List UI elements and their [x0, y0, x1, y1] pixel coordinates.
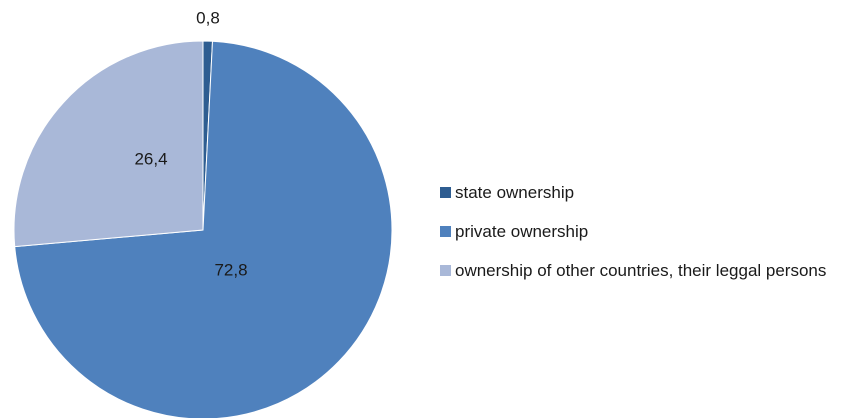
pie-slices: [13, 40, 393, 418]
legend-swatch: [440, 187, 451, 198]
legend-swatch: [440, 226, 451, 237]
legend-item-state-ownership: state ownership: [440, 181, 845, 204]
pie-slice-3: [13, 40, 204, 248]
slice-value-label: 0,8: [196, 8, 220, 27]
pie-labels: 0,8 72,8 26,4: [134, 8, 247, 279]
chart-legend: state ownership private ownership owners…: [440, 181, 845, 298]
legend-label: private ownership: [455, 222, 589, 241]
legend-label: ownership of other countries, their legg…: [455, 261, 827, 280]
legend-item-foreign-ownership: ownership of other countries, their legg…: [440, 259, 845, 282]
slice-value-label: 26,4: [134, 149, 167, 168]
slice-value-label: 72,8: [214, 260, 247, 279]
legend-item-private-ownership: private ownership: [440, 220, 845, 243]
legend-swatch: [440, 265, 451, 276]
legend-label: state ownership: [455, 183, 575, 202]
